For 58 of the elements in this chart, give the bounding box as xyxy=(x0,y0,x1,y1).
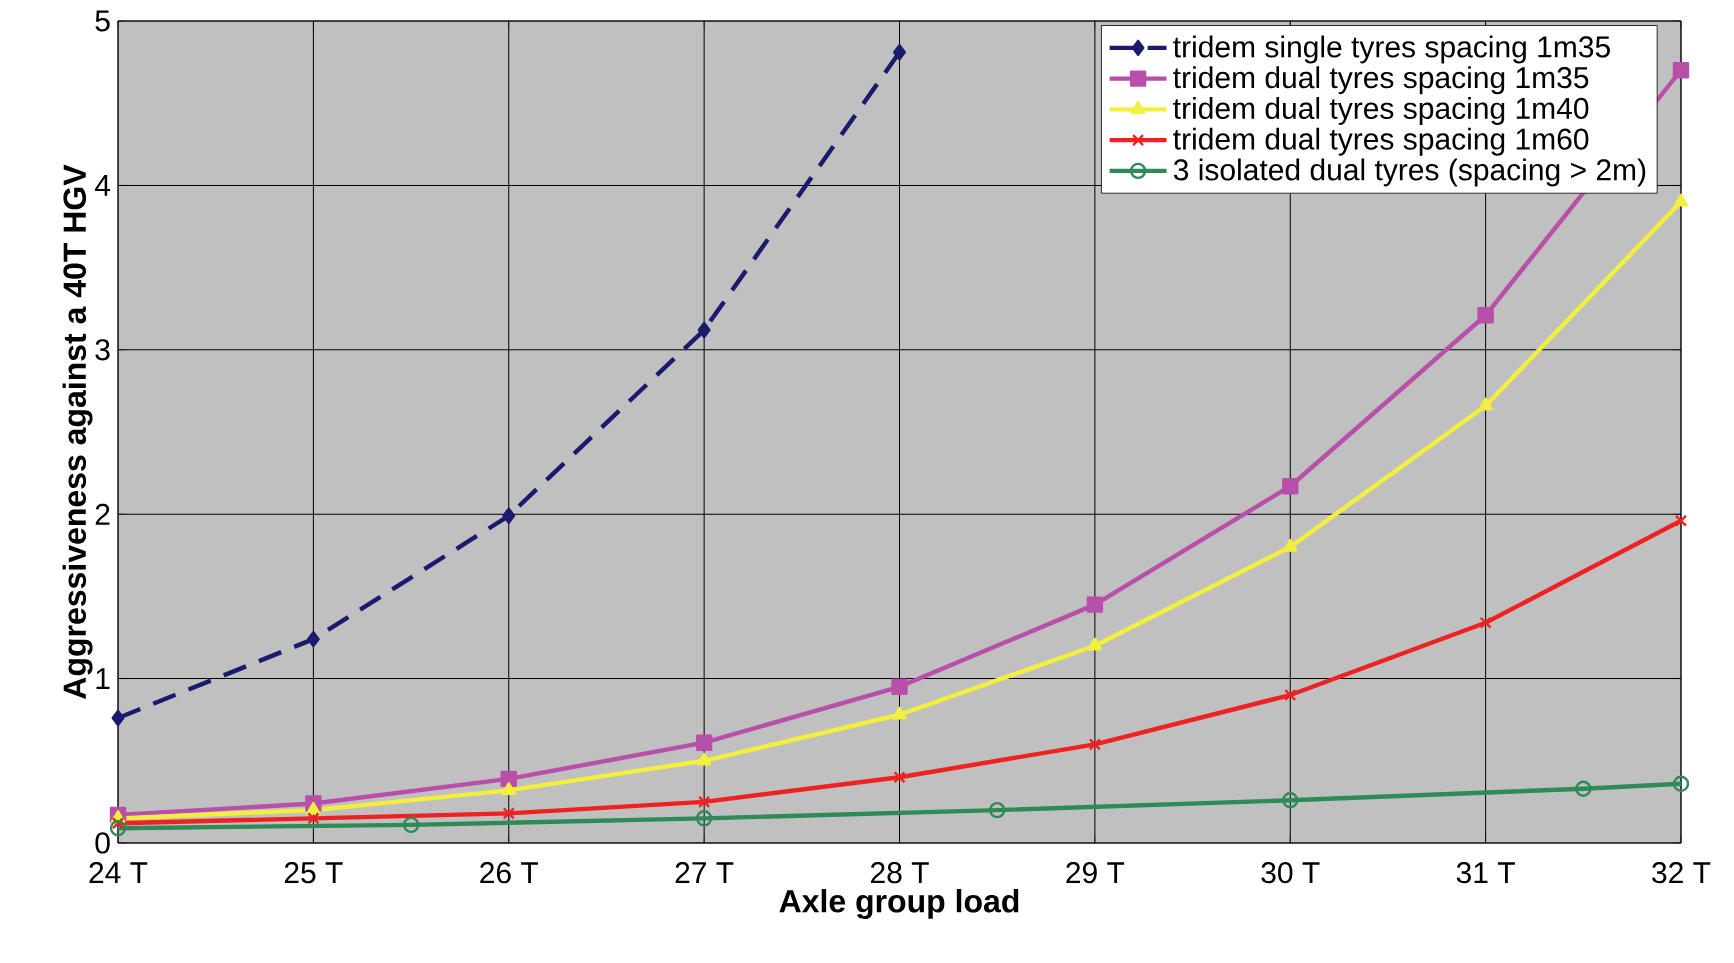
point xyxy=(109,819,127,837)
point xyxy=(695,810,713,827)
point xyxy=(697,795,711,809)
point xyxy=(1284,688,1297,702)
point xyxy=(500,770,517,788)
y-tick-label: 4 xyxy=(94,175,111,196)
legend-label: tridem dual tyres spacing 1m35 xyxy=(1173,66,1589,95)
point xyxy=(697,321,711,339)
x-tick-label: 25 T xyxy=(284,862,343,884)
point xyxy=(1086,596,1104,613)
point xyxy=(1087,637,1103,651)
point xyxy=(502,807,515,820)
point xyxy=(1673,193,1689,207)
point xyxy=(1478,397,1493,411)
point xyxy=(1088,738,1102,751)
point xyxy=(1282,792,1299,809)
y-tick-label: 5 xyxy=(95,10,110,32)
point xyxy=(1575,780,1592,797)
y-tick-label: 1 xyxy=(96,668,110,689)
point xyxy=(502,507,516,525)
point xyxy=(111,709,125,727)
x-tick-label: 27 T xyxy=(675,862,734,883)
point xyxy=(501,782,517,796)
point xyxy=(1282,538,1298,552)
x-tick-label: 31 T xyxy=(1456,862,1515,884)
x-axis-title: Axle group load xyxy=(779,889,1019,919)
point xyxy=(988,801,1006,819)
y-tick-label: 2 xyxy=(95,503,110,525)
point xyxy=(402,816,420,834)
point xyxy=(1674,514,1688,527)
point xyxy=(892,706,907,720)
x-tick-label: 30 T xyxy=(1261,862,1320,884)
y-tick-label: 3 xyxy=(95,339,110,361)
x-tick-label: 26 T xyxy=(480,862,539,884)
legend-label: tridem single tyres spacing 1m35 xyxy=(1173,35,1610,64)
x-tick-label: 24 T xyxy=(89,862,148,883)
x-tick-label: 29 T xyxy=(1066,862,1125,884)
point xyxy=(306,801,321,815)
point xyxy=(111,817,125,830)
point xyxy=(1672,775,1690,792)
point xyxy=(891,678,908,696)
point xyxy=(893,771,906,784)
legend-label: tridem dual tyres spacing 1m60 xyxy=(1173,127,1589,156)
point xyxy=(1477,307,1494,324)
point xyxy=(893,44,906,61)
y-tick-label: 0 xyxy=(95,832,110,854)
point xyxy=(1672,62,1690,79)
y-axis-title: Aggressiveness against a 40T HGV xyxy=(62,164,93,699)
point xyxy=(1282,478,1299,495)
point xyxy=(306,630,320,648)
point xyxy=(696,752,712,766)
legend-label: tridem dual tyres spacing 1m40 xyxy=(1173,96,1589,125)
legend-label: 3 isolated dual tyres (spacing > 2m) xyxy=(1173,158,1646,187)
point xyxy=(695,734,713,751)
x-tick-label: 32 T xyxy=(1652,862,1711,884)
point xyxy=(307,812,320,825)
point xyxy=(1479,616,1492,629)
x-tick-label: 28 T xyxy=(870,862,929,884)
